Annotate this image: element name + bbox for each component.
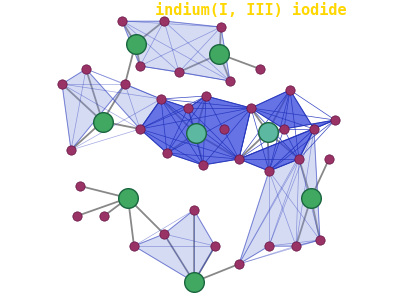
Point [293, 244, 299, 248]
Polygon shape [239, 90, 335, 171]
Point [77, 184, 83, 188]
Point [332, 118, 338, 122]
Point [125, 196, 131, 200]
Point [296, 157, 302, 161]
Point [212, 244, 218, 248]
Point [137, 64, 143, 68]
Point [99, 119, 106, 124]
Point [161, 232, 167, 236]
Point [185, 106, 191, 110]
Polygon shape [239, 129, 320, 264]
Point [218, 25, 224, 29]
Point [326, 157, 332, 161]
Point [227, 79, 233, 83]
Point [266, 169, 272, 173]
Point [161, 19, 167, 23]
Point [287, 88, 293, 92]
Point [131, 244, 137, 248]
Point [236, 157, 242, 161]
Point [158, 97, 164, 101]
Point [257, 67, 263, 71]
Polygon shape [122, 21, 230, 81]
Point [137, 127, 143, 131]
Polygon shape [140, 96, 251, 165]
Point [281, 127, 287, 131]
Point [311, 127, 317, 131]
Point [59, 82, 65, 86]
Text: indium(I, III) iodide: indium(I, III) iodide [155, 3, 347, 18]
Point [236, 262, 242, 266]
Polygon shape [62, 69, 161, 150]
Point [119, 19, 125, 23]
Point [74, 214, 80, 218]
Point [122, 82, 128, 86]
Point [132, 41, 139, 46]
Point [216, 52, 223, 56]
Point [191, 208, 197, 212]
Point [308, 196, 314, 200]
Point [68, 148, 74, 152]
Point [264, 130, 271, 134]
Point [83, 67, 89, 71]
Polygon shape [134, 210, 215, 282]
Point [101, 214, 107, 218]
Point [200, 163, 206, 167]
Point [248, 106, 254, 110]
Point [221, 127, 227, 131]
Point [176, 70, 182, 74]
Point [203, 94, 209, 98]
Point [266, 244, 272, 248]
Point [164, 151, 170, 155]
Point [192, 131, 199, 136]
Point [317, 238, 323, 242]
Point [191, 280, 197, 284]
